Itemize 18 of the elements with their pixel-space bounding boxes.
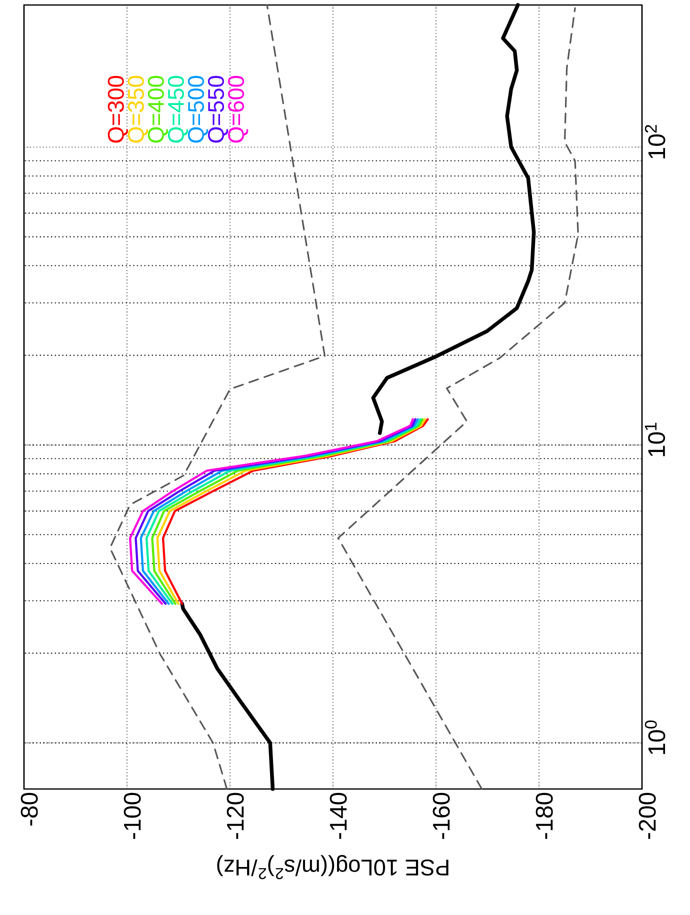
x-tick-label: -160 — [432, 792, 450, 839]
y-tick-label: 10$^{0}$ — [644, 720, 666, 754]
x-tick-label: -100 — [124, 792, 141, 839]
y-tick-label: 10$^{1}$ — [644, 422, 666, 456]
text: Q=550 — [208, 76, 228, 143]
x-tick-label: -120 — [226, 792, 244, 839]
text: Q=450 — [168, 76, 188, 143]
x-tick-label: -140 — [330, 792, 347, 839]
x-tick-label: -200 — [638, 792, 656, 839]
text: Q=500 — [188, 76, 208, 143]
x-tick-label: -80 — [20, 792, 38, 826]
text: Q=300 — [108, 76, 128, 143]
text: Q=400 — [148, 76, 168, 143]
text: Q=350 — [128, 76, 148, 143]
x-axis-title: PSE 10Log((m/s$^{2}$)$^{2}$/Hz) — [217, 855, 448, 880]
text: Q=600 — [228, 76, 248, 143]
x-tick-label: -180 — [536, 792, 553, 839]
y-tick-label: 10$^{2}$ — [644, 124, 666, 158]
